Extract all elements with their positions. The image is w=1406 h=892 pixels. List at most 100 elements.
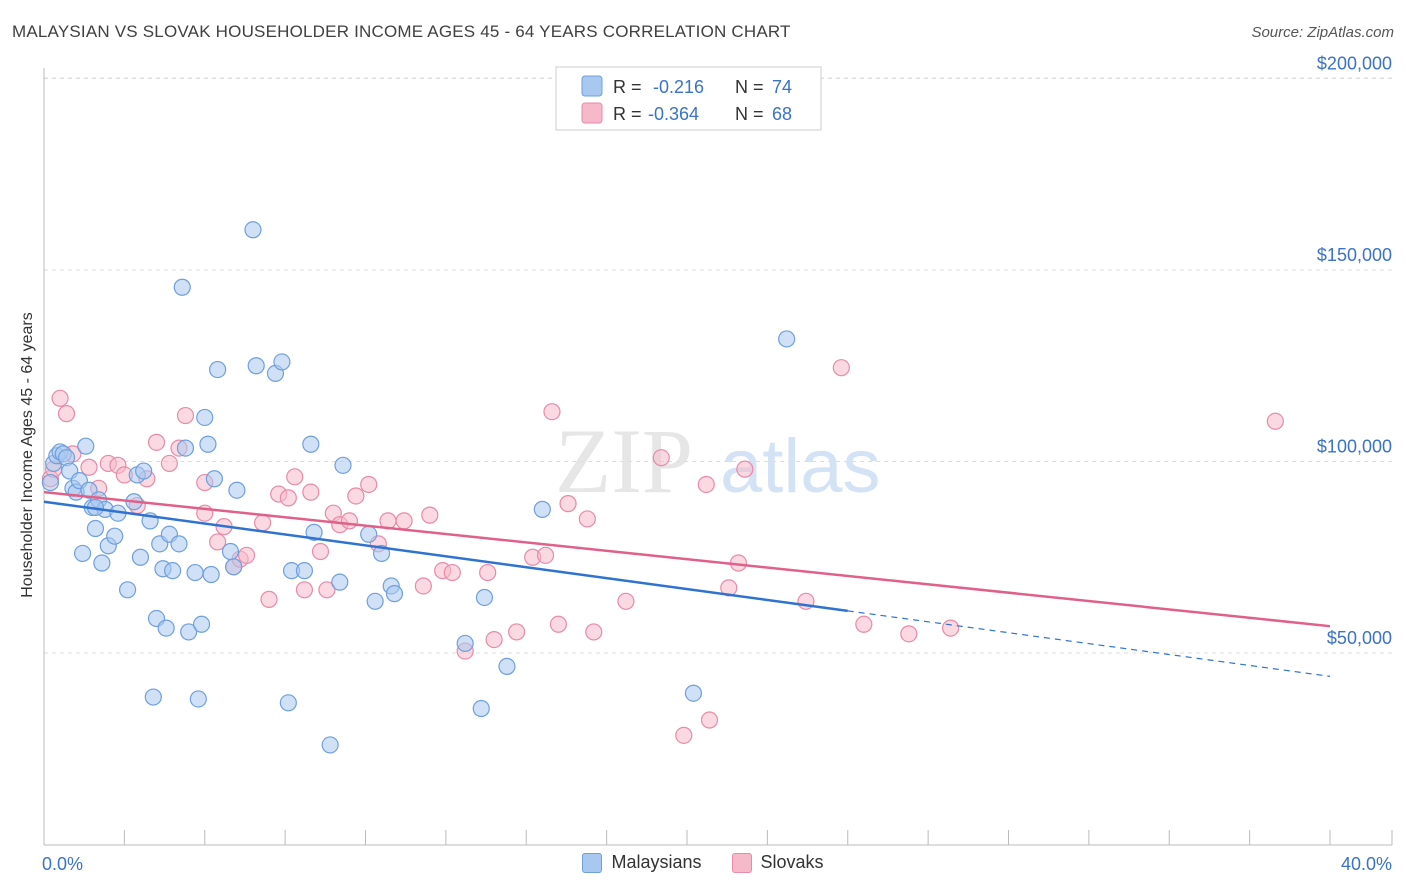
malaysians-point-36 [176,439,195,457]
y-tick-label-50000: $50,000 [1327,628,1392,648]
malaysians-point-10 [73,544,92,563]
malaysians-point-16 [93,554,111,572]
x-ticks [123,830,1393,845]
malaysians-point-69 [498,657,516,676]
slovaks-point-24 [260,590,278,608]
bottom-legend-swatch-malaysians [582,852,603,873]
slovaks-point-3 [57,405,76,423]
legend-swatch-slovaks [581,102,603,124]
slovaks-point-29 [302,483,320,501]
malaysians-point-37 [180,623,198,641]
malaysians-point-31 [157,619,175,637]
slovaks-point-5 [80,458,98,476]
slovaks-point-36 [360,475,378,494]
slovaks-point-46 [485,630,503,649]
malaysians-point-66 [456,634,474,653]
malaysians-point-0 [41,473,60,492]
malaysians-trend-extension [847,610,1331,677]
y-tick-labels: $50,000 $100,000 $150,000 $200,000 [1317,54,1392,649]
source-credit: Source: ZipAtlas.com [1251,24,1394,41]
malaysians-point-42 [199,435,217,453]
slovaks-point-23 [254,514,272,532]
legend-n-value-1: 74 [772,77,792,97]
malaysians-point-67 [472,699,490,718]
bottom-legend: Malaysians Slovaks [0,852,1406,873]
slovaks-point-65 [855,615,873,633]
slovaks-point-54 [585,623,603,641]
legend-r-label-2: R = [613,104,642,124]
malaysians-point-48 [221,542,240,561]
legend-n-value-2: 68 [772,104,792,124]
y-tick-label-100000: $100,000 [1317,437,1392,457]
bottom-legend-swatch-slovaks [731,852,752,873]
slovaks-points [41,359,1284,744]
malaysians-point-14 [86,519,105,538]
malaysians-points [41,221,796,754]
bottom-legend-label-slovaks: Slovaks [760,852,824,872]
malaysians-point-65 [385,585,404,603]
malaysians-point-53 [279,694,297,712]
malaysians-point-62 [366,592,384,610]
slovaks-point-41 [421,506,439,524]
malaysians-point-63 [372,544,391,563]
y-tick-label-200000: $200,000 [1317,54,1392,74]
slovaks-point-55 [617,592,635,610]
legend-r-value-2: -0.364 [648,104,699,124]
slovaks-point-13 [160,454,178,473]
malaysians-point-52 [273,353,291,371]
gridlines [44,77,1392,654]
slovaks-point-62 [736,460,754,478]
slovaks-point-66 [900,625,918,643]
malaysians-point-19 [106,527,124,545]
malaysians-point-57 [305,523,323,541]
slovaks-trend-line [43,490,1331,628]
bottom-legend-malaysians[interactable]: Malaysians [582,852,702,873]
malaysians-point-41 [196,408,214,427]
bottom-legend-slovaks[interactable]: Slovaks [731,852,824,873]
malaysians-point-58 [321,736,339,754]
slovaks-point-53 [578,510,596,528]
slovaks-point-56 [652,449,670,467]
malaysians-point-49 [244,221,262,239]
slovaks-point-26 [279,489,297,507]
legend-swatch-malaysians [581,75,603,97]
slovaks-point-39 [395,512,413,530]
chart-title: MALAYSIAN VS SLOVAK HOUSEHOLDER INCOME A… [12,22,791,41]
slovaks-point-64 [832,359,850,377]
slovaks-point-22 [237,546,256,564]
malaysians-point-47 [228,481,246,499]
malaysians-point-27 [144,688,162,706]
legend-r-label-1: R = [613,77,642,97]
slovaks-point-43 [443,563,461,582]
malaysians-point-11 [77,437,95,455]
slovaks-point-47 [508,623,526,641]
slovaks-point-68 [1266,412,1284,430]
legend-n-label-2: N = [735,104,764,124]
malaysians-point-60 [334,456,352,474]
malaysians-point-33 [164,562,182,580]
malaysians-point-24 [131,548,150,566]
slovaks-point-52 [559,495,577,513]
slovaks-point-67 [942,619,960,637]
malaysians-point-72 [778,330,796,348]
axes [43,68,1392,846]
slovaks-point-49 [536,546,555,564]
malaysians-point-61 [360,525,378,543]
legend: R = -0.216 N = 74 R = -0.364 N = 68 [555,66,822,131]
slovaks-point-30 [311,542,330,561]
legend-r-value-1: -0.216 [653,77,704,97]
bottom-legend-label-malaysians: Malaysians [611,852,702,872]
x-tick-label-min: 0.0% [42,854,83,874]
malaysians-point-70 [533,500,551,518]
slovaks-point-27 [286,468,304,486]
malaysians-point-38 [186,563,204,582]
malaysians-point-43 [202,565,220,584]
malaysians-point-68 [475,588,494,607]
slovaks-point-31 [318,581,336,599]
trend-lines [43,490,1331,677]
malaysians-point-56 [302,435,320,453]
malaysians-point-44 [205,470,223,488]
slovaks-point-15 [176,406,195,425]
slovaks-point-18 [209,533,227,551]
